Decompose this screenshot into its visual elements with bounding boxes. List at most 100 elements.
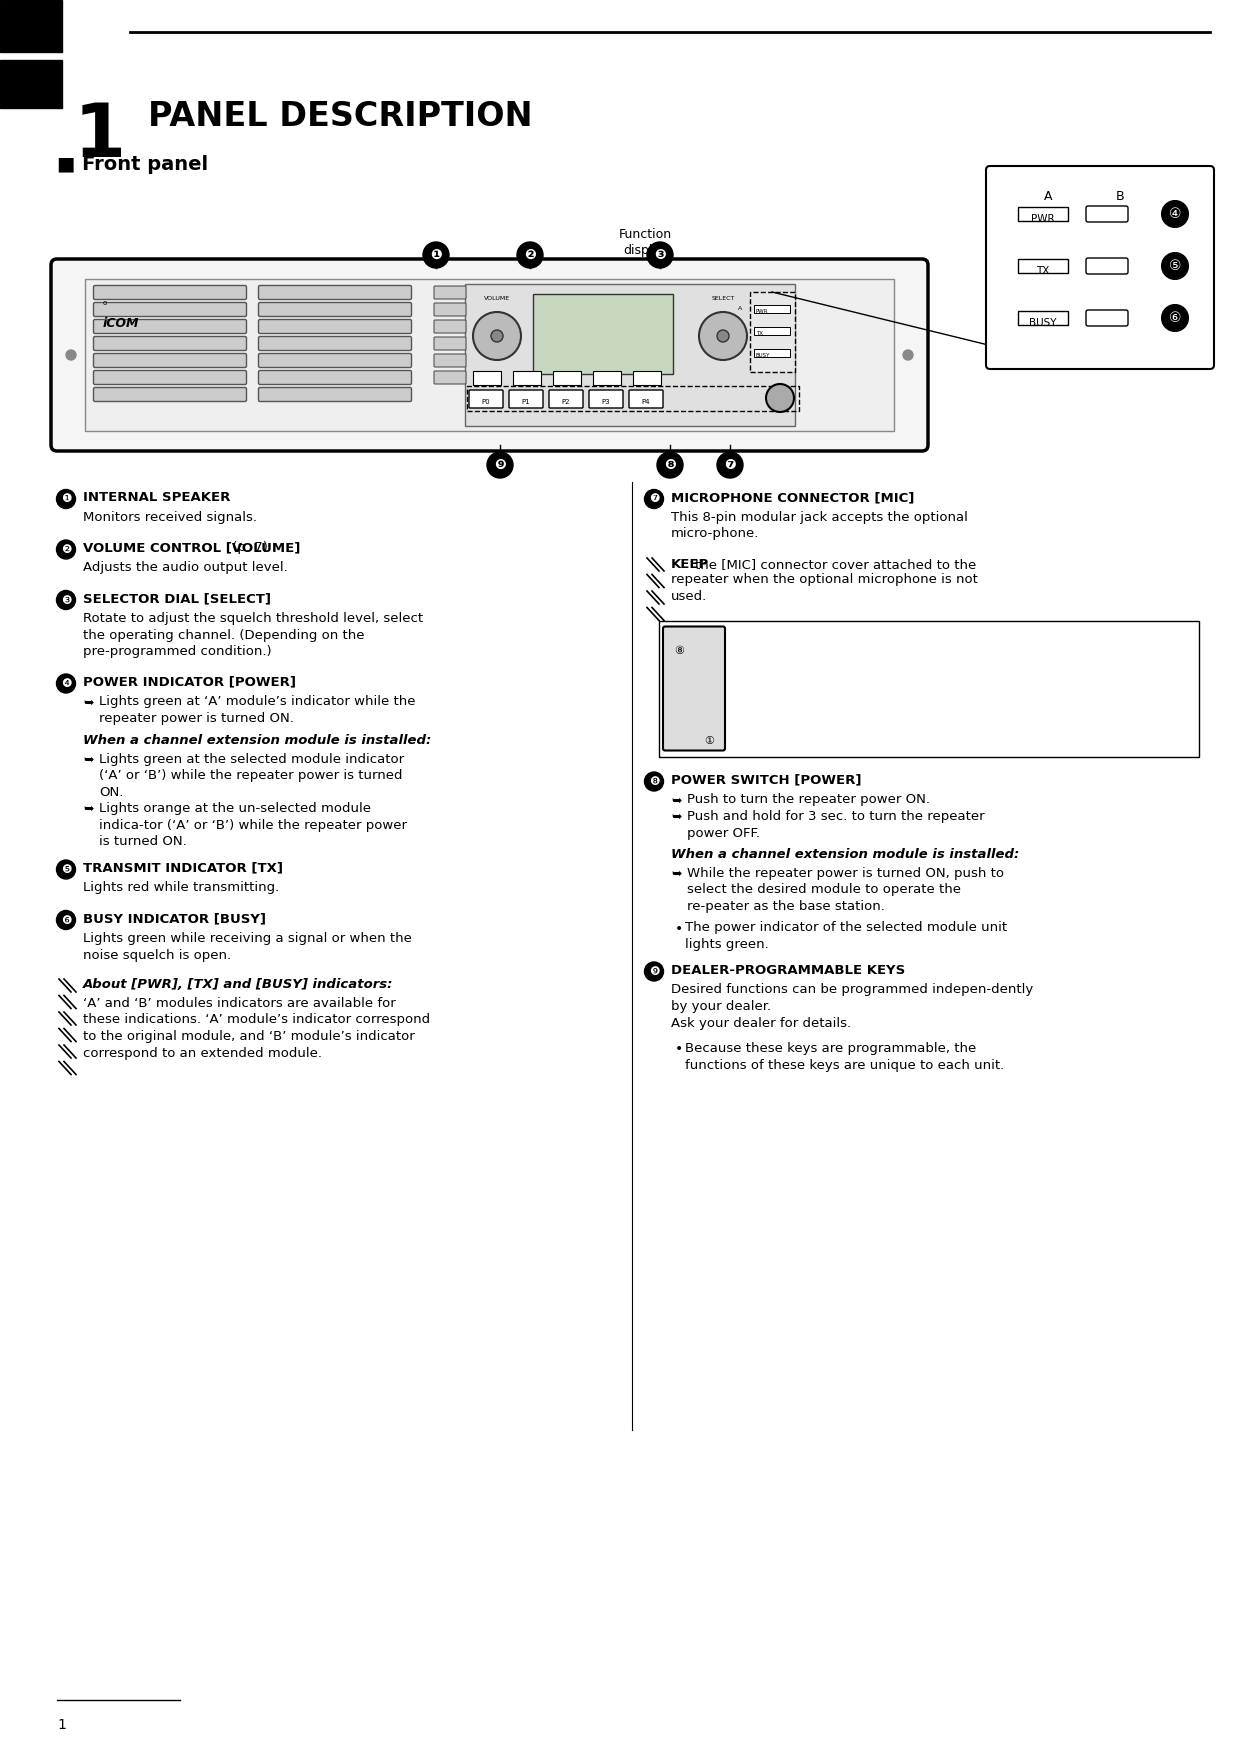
FancyBboxPatch shape bbox=[258, 388, 412, 402]
Text: indica-tor (‘A’ or ‘B’) while the repeater power: indica-tor (‘A’ or ‘B’) while the repeat… bbox=[99, 819, 407, 831]
Text: (p. 7): (p. 7) bbox=[228, 542, 268, 554]
Bar bbox=[1018, 207, 1069, 221]
Circle shape bbox=[423, 242, 449, 268]
Text: While the repeater power is turned ON, push to: While the repeater power is turned ON, p… bbox=[688, 866, 1004, 881]
Text: P1: P1 bbox=[521, 398, 530, 405]
Text: ①: ① bbox=[704, 737, 714, 747]
Text: Lights orange at the un-selected module: Lights orange at the un-selected module bbox=[99, 802, 371, 816]
Text: •: • bbox=[675, 1042, 684, 1056]
Circle shape bbox=[517, 242, 544, 268]
Text: Ask your dealer for details.: Ask your dealer for details. bbox=[671, 1017, 851, 1030]
Bar bbox=[0, 0, 62, 53]
Text: lights green.: lights green. bbox=[685, 938, 768, 951]
Text: INTERNAL SPEAKER: INTERNAL SPEAKER bbox=[83, 491, 231, 503]
Text: ❸: ❸ bbox=[654, 247, 666, 261]
Text: ON.: ON. bbox=[99, 786, 123, 798]
Text: Function
display: Function display bbox=[618, 228, 671, 258]
Circle shape bbox=[1162, 253, 1188, 279]
Circle shape bbox=[903, 351, 913, 360]
Circle shape bbox=[473, 312, 521, 360]
Bar bbox=[467, 386, 799, 410]
Text: ❶: ❶ bbox=[61, 493, 71, 505]
Text: ‘A’ and ‘B’ modules indicators are available for: ‘A’ and ‘B’ modules indicators are avail… bbox=[83, 996, 396, 1010]
Bar bbox=[84, 279, 894, 431]
Bar bbox=[1018, 260, 1069, 274]
FancyBboxPatch shape bbox=[258, 286, 412, 300]
Text: correspond to an extended module.: correspond to an extended module. bbox=[83, 1047, 321, 1059]
Text: Lights green while receiving a signal or when the: Lights green while receiving a signal or… bbox=[83, 931, 412, 945]
Text: P3: P3 bbox=[602, 398, 611, 405]
FancyBboxPatch shape bbox=[663, 626, 725, 751]
Text: these indications. ‘A’ module’s indicator correspond: these indications. ‘A’ module’s indicato… bbox=[83, 1014, 431, 1026]
Text: Push and hold for 3 sec. to turn the repeater: Push and hold for 3 sec. to turn the rep… bbox=[688, 810, 984, 823]
Text: POWER INDICATOR [POWER]: POWER INDICATOR [POWER] bbox=[83, 675, 297, 689]
Text: ➥: ➥ bbox=[671, 795, 681, 807]
Text: VOLUME: VOLUME bbox=[484, 296, 510, 302]
Text: TX: TX bbox=[1036, 267, 1050, 275]
Bar bbox=[659, 621, 1199, 756]
Circle shape bbox=[491, 330, 503, 342]
Text: ➥: ➥ bbox=[671, 810, 681, 824]
Text: When a channel extension module is installed:: When a channel extension module is insta… bbox=[83, 733, 432, 747]
FancyBboxPatch shape bbox=[1086, 258, 1128, 274]
Text: ❷: ❷ bbox=[61, 544, 71, 556]
Text: ■ Front panel: ■ Front panel bbox=[57, 154, 208, 174]
Bar bbox=[0, 60, 62, 109]
Bar bbox=[633, 372, 661, 384]
Text: ① +8 V DC output (Max. 15 mA): ① +8 V DC output (Max. 15 mA) bbox=[733, 628, 923, 642]
Text: ❼: ❼ bbox=[649, 493, 659, 505]
Text: Because these keys are programmable, the: Because these keys are programmable, the bbox=[685, 1042, 977, 1054]
Circle shape bbox=[486, 453, 513, 479]
FancyBboxPatch shape bbox=[93, 370, 247, 384]
Circle shape bbox=[57, 540, 76, 560]
Text: A: A bbox=[1044, 189, 1052, 203]
Bar bbox=[755, 305, 791, 312]
Text: POWER SWITCH [POWER]: POWER SWITCH [POWER] bbox=[671, 774, 861, 786]
Text: A: A bbox=[738, 305, 742, 310]
Text: P0: P0 bbox=[482, 398, 490, 405]
FancyBboxPatch shape bbox=[509, 389, 544, 409]
Circle shape bbox=[644, 772, 664, 791]
FancyBboxPatch shape bbox=[987, 167, 1214, 368]
Text: ❺: ❺ bbox=[61, 863, 71, 875]
Text: iCOM: iCOM bbox=[103, 317, 139, 330]
Text: ⑥ Microphone input: ⑥ Microphone input bbox=[733, 703, 850, 716]
FancyBboxPatch shape bbox=[434, 337, 467, 351]
Text: o: o bbox=[103, 300, 107, 305]
Text: pre-programmed condition.): pre-programmed condition.) bbox=[83, 645, 272, 658]
Text: ③ NC: ③ NC bbox=[733, 658, 764, 672]
Circle shape bbox=[1162, 305, 1188, 332]
Text: ⑤ Microphone ground: ⑤ Microphone ground bbox=[733, 689, 861, 702]
Bar bbox=[553, 372, 581, 384]
FancyBboxPatch shape bbox=[258, 302, 412, 316]
Text: B: B bbox=[758, 305, 762, 310]
Text: ❹: ❹ bbox=[61, 677, 71, 689]
Bar bbox=[473, 372, 501, 384]
Text: When a channel extension module is installed:: When a channel extension module is insta… bbox=[671, 847, 1019, 861]
Text: ⑤: ⑤ bbox=[1169, 260, 1181, 274]
Text: BUSY: BUSY bbox=[1029, 317, 1057, 328]
FancyBboxPatch shape bbox=[93, 337, 247, 351]
Circle shape bbox=[656, 453, 683, 479]
Text: KEEP: KEEP bbox=[671, 558, 710, 572]
Text: repeater when the optional microphone is not: repeater when the optional microphone is… bbox=[671, 574, 978, 586]
Text: ⑧ Input port for PC programming: ⑧ Input port for PC programming bbox=[733, 733, 930, 747]
Circle shape bbox=[66, 351, 76, 360]
Circle shape bbox=[647, 242, 673, 268]
FancyBboxPatch shape bbox=[258, 337, 412, 351]
Circle shape bbox=[699, 312, 747, 360]
FancyBboxPatch shape bbox=[93, 319, 247, 333]
Text: MICROPHONE CONNECTOR [MIC]: MICROPHONE CONNECTOR [MIC] bbox=[671, 491, 915, 503]
Text: The power indicator of the selected module unit: The power indicator of the selected modu… bbox=[685, 921, 1008, 935]
Text: Adjusts the audio output level.: Adjusts the audio output level. bbox=[83, 561, 288, 575]
Text: select the desired module to operate the: select the desired module to operate the bbox=[688, 884, 961, 896]
FancyBboxPatch shape bbox=[589, 389, 623, 409]
Text: DEALER-PROGRAMMABLE KEYS: DEALER-PROGRAMMABLE KEYS bbox=[671, 963, 905, 977]
FancyBboxPatch shape bbox=[93, 388, 247, 402]
Circle shape bbox=[644, 961, 664, 980]
Text: functions of these keys are unique to each unit.: functions of these keys are unique to ea… bbox=[685, 1058, 1004, 1072]
Text: ➥: ➥ bbox=[671, 868, 681, 881]
Text: ❸: ❸ bbox=[61, 593, 71, 607]
Text: P4: P4 bbox=[642, 398, 650, 405]
FancyBboxPatch shape bbox=[258, 370, 412, 384]
